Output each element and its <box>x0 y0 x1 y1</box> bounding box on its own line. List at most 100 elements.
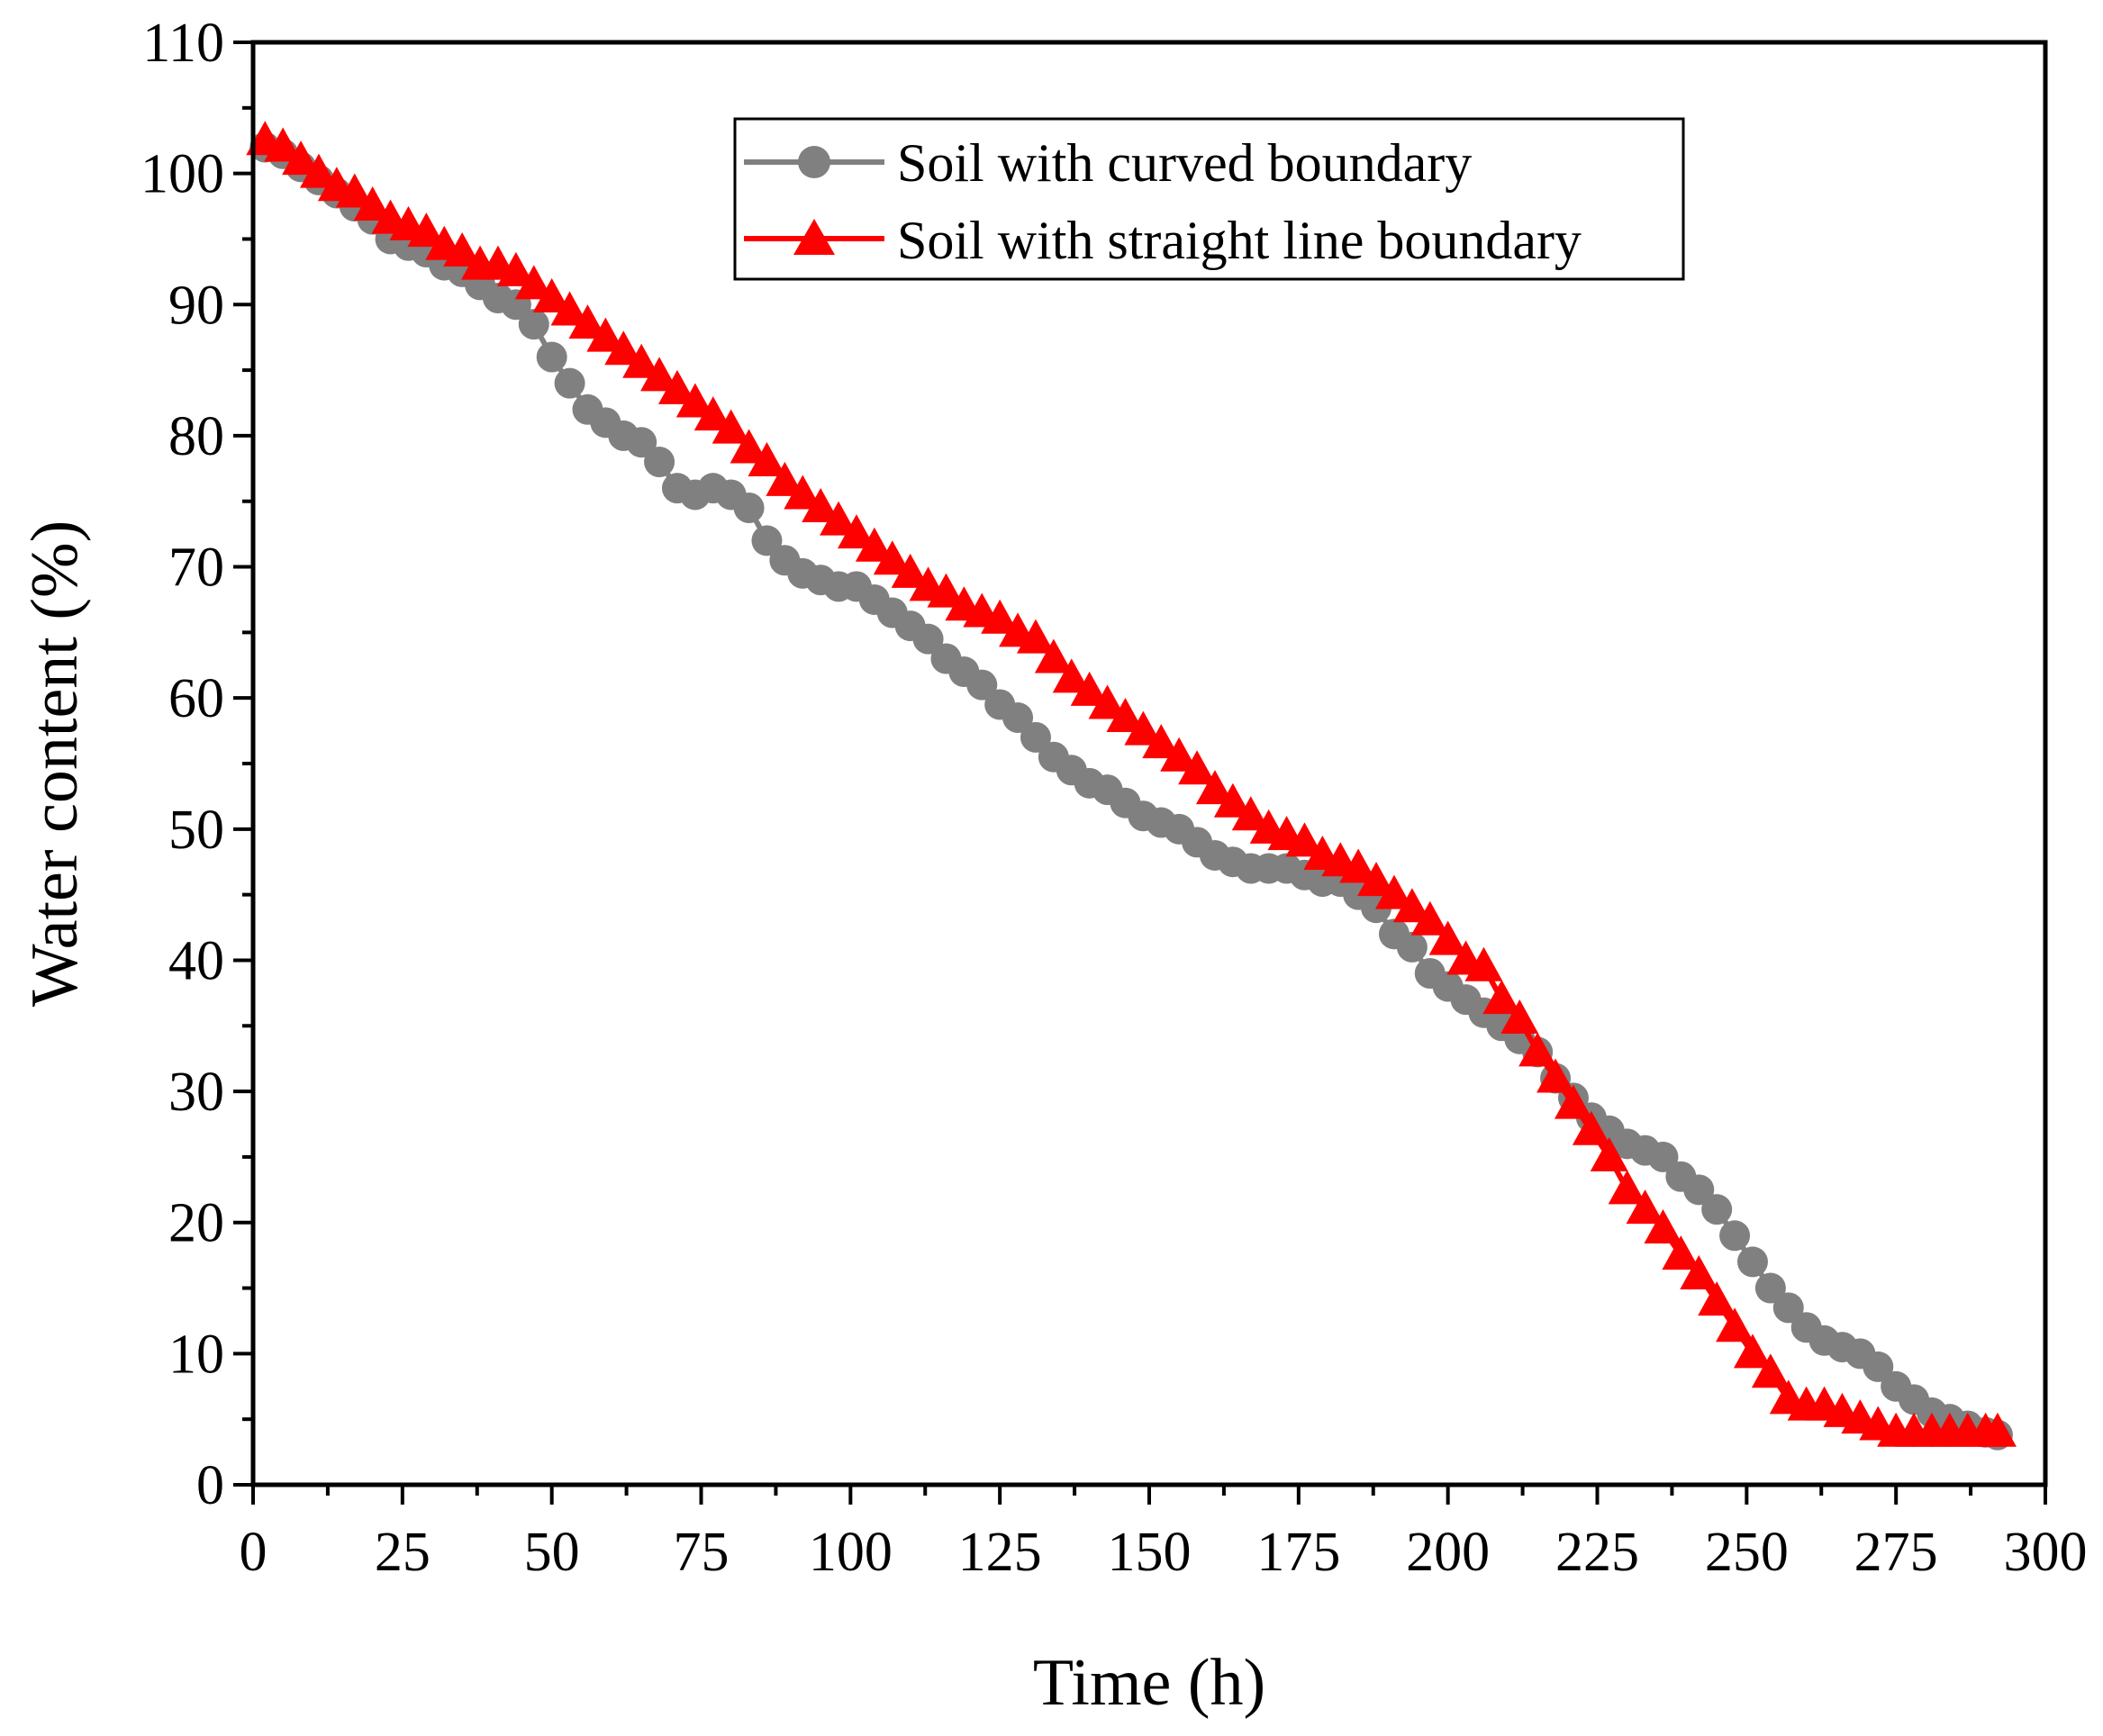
series-1 <box>246 121 2017 1447</box>
data-point <box>586 317 625 352</box>
x-tick-label: 100 <box>809 1522 893 1583</box>
data-point <box>1772 1292 1804 1324</box>
y-tick-label: 60 <box>168 668 224 729</box>
data-point <box>730 429 768 464</box>
y-tick-label: 40 <box>168 930 224 991</box>
legend-marker-straight <box>793 219 835 255</box>
x-tick-label: 150 <box>1108 1522 1192 1583</box>
data-point <box>751 525 783 556</box>
data-point <box>1428 920 1467 955</box>
data-point <box>1536 1058 1575 1093</box>
data-point <box>532 277 571 312</box>
y-tick-label: 70 <box>168 538 224 599</box>
data-point <box>568 304 607 339</box>
series-0 <box>249 131 2013 1451</box>
data-point <box>1106 698 1145 733</box>
data-point <box>1339 848 1378 883</box>
data-point <box>1978 1412 2017 1447</box>
data-point <box>1608 1170 1646 1205</box>
data-point <box>966 669 998 701</box>
data-point <box>496 251 535 286</box>
data-point <box>802 488 840 523</box>
y-axis-title: Water content (%) <box>18 520 92 1008</box>
data-point <box>1500 999 1539 1034</box>
data-point <box>1754 1272 1786 1304</box>
data-point <box>1357 862 1396 897</box>
data-point <box>855 527 893 562</box>
data-point <box>1716 1307 1754 1343</box>
data-point <box>712 409 750 444</box>
data-point <box>693 396 732 431</box>
data-point <box>837 514 875 549</box>
data-point <box>1142 724 1181 759</box>
data-point <box>1070 671 1109 706</box>
data-point <box>443 232 482 267</box>
data-point <box>1626 1189 1664 1225</box>
data-point <box>1034 638 1073 674</box>
data-point <box>733 493 765 524</box>
data-point <box>873 540 911 575</box>
data-point <box>1160 737 1199 772</box>
data-point <box>912 623 944 655</box>
y-tick-label: 20 <box>168 1193 224 1254</box>
x-tick-label: 75 <box>674 1522 730 1583</box>
x-axis-ticks: 0 25 50 75 100 125 150 175 200 225 250 275 300 <box>240 1485 2088 1583</box>
data-point <box>514 265 553 300</box>
data-point <box>1195 770 1234 805</box>
legend-box <box>733 117 1685 281</box>
y-tick-label: 110 <box>142 13 224 74</box>
data-point <box>981 599 1020 634</box>
data-point <box>1719 1220 1751 1252</box>
data-point <box>518 309 549 340</box>
data-point <box>1680 1254 1718 1289</box>
plot-frame <box>250 40 2048 1487</box>
data-point <box>550 291 589 326</box>
x-tick-label: 250 <box>1705 1522 1789 1583</box>
x-tick-label: 225 <box>1555 1522 1639 1583</box>
x-tick-label: 125 <box>958 1522 1042 1583</box>
data-point <box>1374 874 1413 909</box>
data-point <box>640 357 679 392</box>
data-point <box>604 330 643 366</box>
data-point <box>1410 900 1449 936</box>
data-point <box>1231 796 1270 831</box>
y-axis-ticks: 0 10 20 30 40 50 60 70 80 90 100 110 <box>141 13 253 1516</box>
data-point <box>626 427 657 458</box>
data-point <box>927 573 965 608</box>
data-point <box>335 173 374 208</box>
data-point <box>657 369 696 404</box>
data-point <box>622 343 661 378</box>
x-tick-label: 25 <box>375 1522 431 1583</box>
data-point <box>1863 1351 1894 1382</box>
data-point <box>1518 1032 1557 1067</box>
data-point <box>784 475 822 510</box>
x-tick-label: 300 <box>2004 1522 2088 1583</box>
x-tick-label: 50 <box>524 1522 580 1583</box>
data-point <box>1124 710 1163 746</box>
data-point <box>644 447 675 478</box>
data-point <box>1701 1194 1733 1225</box>
data-point <box>1020 721 1051 753</box>
data-point <box>1178 750 1217 785</box>
data-point <box>554 367 585 399</box>
data-point <box>282 140 321 176</box>
series-layer <box>246 121 2017 1451</box>
legend-label-curved: Soil with curved boundary <box>897 133 1472 193</box>
data-point <box>264 127 303 162</box>
data-point <box>1213 782 1252 818</box>
data-point <box>891 553 929 588</box>
y-tick-label: 10 <box>168 1324 224 1385</box>
y-tick-label: 30 <box>168 1062 224 1123</box>
data-point <box>1052 658 1091 693</box>
data-point <box>1644 1209 1682 1244</box>
data-point <box>1392 888 1431 923</box>
data-point <box>675 383 714 418</box>
data-point <box>1751 1353 1790 1388</box>
data-point <box>1016 619 1055 654</box>
y-tick-label: 80 <box>168 406 224 467</box>
data-point <box>1088 684 1127 719</box>
y-tick-label: 0 <box>196 1455 224 1516</box>
data-point <box>1590 1136 1628 1171</box>
data-point <box>1285 822 1324 857</box>
